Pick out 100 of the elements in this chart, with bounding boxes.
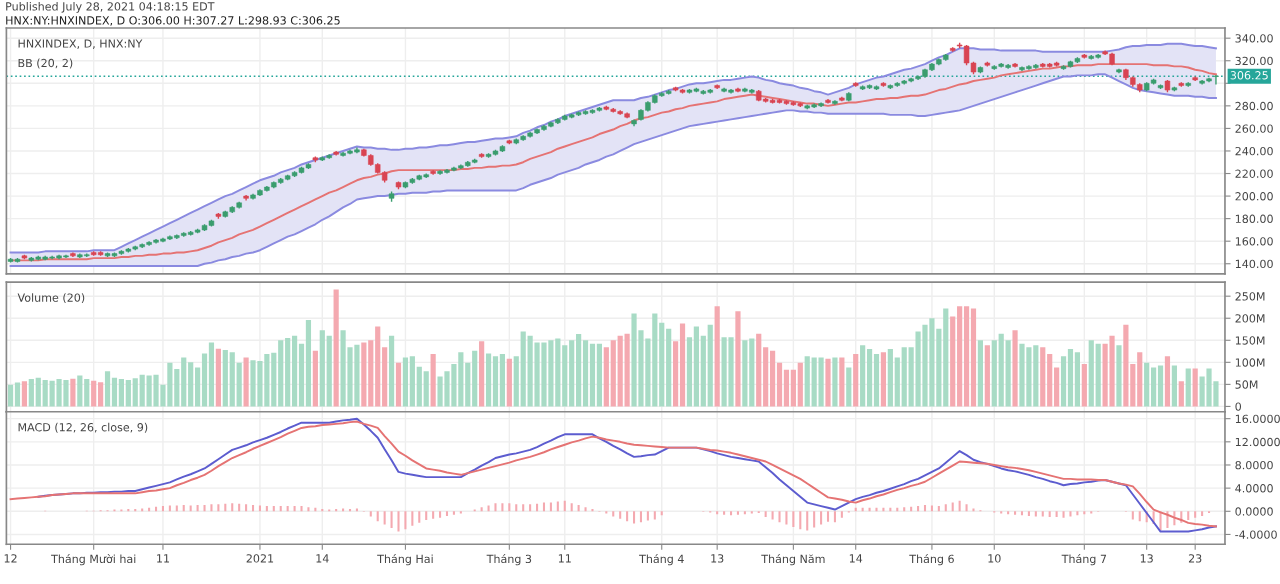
bar (880, 352, 887, 407)
bar (811, 357, 817, 407)
bar (797, 362, 803, 407)
bar (1047, 353, 1053, 407)
bar (409, 356, 415, 407)
bar (957, 306, 963, 407)
bar (541, 342, 547, 407)
bar (257, 361, 263, 407)
bar (839, 357, 845, 407)
bar (312, 350, 318, 407)
bar (215, 348, 221, 407)
bar (305, 320, 312, 407)
bar (977, 340, 984, 407)
bar (319, 330, 325, 407)
bar (1109, 335, 1115, 407)
bar (375, 326, 381, 407)
bar (167, 362, 173, 407)
bar (832, 357, 838, 407)
bar (783, 369, 790, 407)
bar (291, 335, 298, 407)
bar (1067, 349, 1074, 407)
bar (395, 362, 402, 407)
bar (963, 306, 970, 407)
bar (603, 347, 609, 407)
bar (582, 340, 589, 407)
bar (929, 318, 935, 407)
bar (98, 382, 104, 407)
bar (146, 375, 152, 407)
bar (77, 375, 83, 407)
bar (1102, 343, 1108, 407)
bar (458, 352, 464, 407)
bar (922, 324, 928, 407)
bar (624, 333, 630, 407)
bar (998, 333, 1004, 407)
bar (1157, 365, 1164, 407)
bar (873, 353, 880, 407)
bar (1137, 352, 1143, 407)
bar (492, 356, 499, 407)
bar (610, 340, 616, 407)
bar (887, 349, 893, 407)
bar (735, 311, 741, 407)
bar (229, 352, 235, 407)
bar (652, 313, 658, 407)
bar (1005, 340, 1011, 407)
bar (569, 340, 575, 407)
bar (361, 342, 367, 407)
bar (693, 326, 699, 407)
bar (181, 357, 187, 407)
bar (1144, 362, 1150, 407)
bar (901, 347, 907, 407)
bar (984, 345, 990, 407)
bar (943, 308, 949, 407)
bar (866, 349, 873, 407)
bar (42, 379, 48, 407)
bar (742, 340, 748, 407)
bar (1033, 345, 1039, 407)
bar (70, 378, 76, 407)
bar (250, 360, 256, 407)
bar (970, 308, 977, 407)
bar (1164, 356, 1171, 407)
bar (1199, 376, 1205, 407)
bar (423, 371, 429, 407)
bar (804, 356, 810, 407)
bar (991, 340, 997, 407)
bar (1123, 324, 1129, 407)
bar (14, 382, 21, 407)
bar (707, 324, 713, 407)
bar (631, 313, 637, 407)
bar (7, 384, 14, 407)
bar (520, 331, 526, 407)
bar (1026, 347, 1032, 407)
candlestick (1213, 74, 1219, 86)
bar (63, 379, 69, 407)
bar (617, 335, 623, 407)
bar (1040, 347, 1046, 407)
bar (333, 289, 339, 407)
bar (506, 358, 512, 407)
bar (430, 353, 436, 407)
bar (1088, 340, 1094, 407)
bar (326, 335, 332, 407)
bar (853, 353, 859, 407)
bar (91, 380, 97, 407)
bar (49, 380, 55, 407)
bar (1171, 365, 1177, 407)
bar (340, 330, 346, 407)
bar (285, 338, 291, 407)
bar (589, 343, 596, 407)
bar (860, 345, 866, 407)
bar (485, 353, 492, 407)
bar (118, 379, 124, 407)
bar (139, 374, 145, 407)
bar (596, 343, 602, 407)
bar (1074, 352, 1080, 407)
bar (153, 374, 159, 407)
bar (402, 357, 409, 407)
bar (479, 341, 485, 407)
bar (1178, 381, 1184, 407)
bar (222, 349, 228, 407)
bar (264, 353, 270, 407)
bar (437, 376, 443, 407)
